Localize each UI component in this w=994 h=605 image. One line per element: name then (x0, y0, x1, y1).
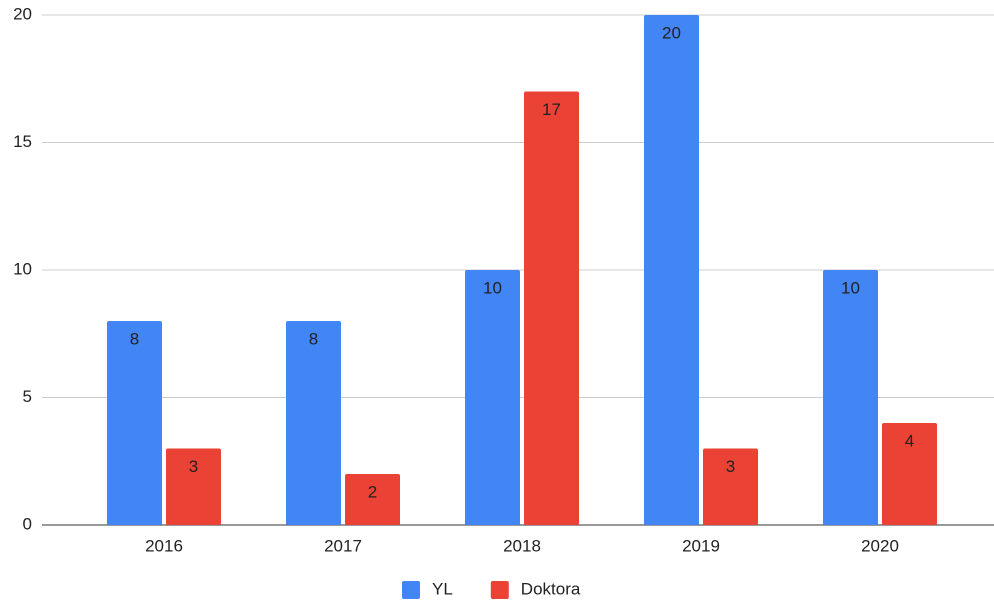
data-label: 8 (309, 329, 318, 348)
data-label: 10 (483, 278, 502, 297)
bar (166, 448, 221, 525)
data-label: 17 (542, 100, 561, 119)
legend-swatch (402, 581, 420, 599)
x-tick-label: 2017 (324, 536, 362, 555)
x-tick-label: 2020 (861, 536, 899, 555)
x-tick-label: 2016 (145, 536, 183, 555)
y-tick-label: 15 (13, 132, 32, 151)
y-tick-label: 5 (23, 387, 32, 406)
data-label: 8 (130, 329, 139, 348)
data-label: 3 (726, 457, 735, 476)
data-label: 20 (662, 23, 681, 42)
bar (465, 270, 520, 525)
x-tick-label: 2018 (503, 536, 541, 555)
bar (524, 91, 579, 525)
data-label: 2 (368, 482, 377, 501)
data-label: 4 (905, 431, 914, 450)
x-tick-label: 2019 (682, 536, 720, 555)
bar (823, 270, 878, 525)
y-tick-label: 20 (13, 4, 32, 23)
y-tick-label: 0 (23, 514, 32, 533)
bar (703, 448, 758, 525)
bar (345, 474, 400, 525)
bar (882, 423, 937, 525)
bar (286, 321, 341, 525)
data-label: 10 (841, 278, 860, 297)
legend-label: Doktora (521, 579, 581, 598)
legend-label: YL (432, 579, 453, 598)
legend-swatch (490, 581, 509, 599)
bar (107, 321, 162, 525)
y-tick-label: 10 (13, 259, 32, 278)
bar (644, 15, 699, 525)
data-label: 3 (189, 457, 198, 476)
